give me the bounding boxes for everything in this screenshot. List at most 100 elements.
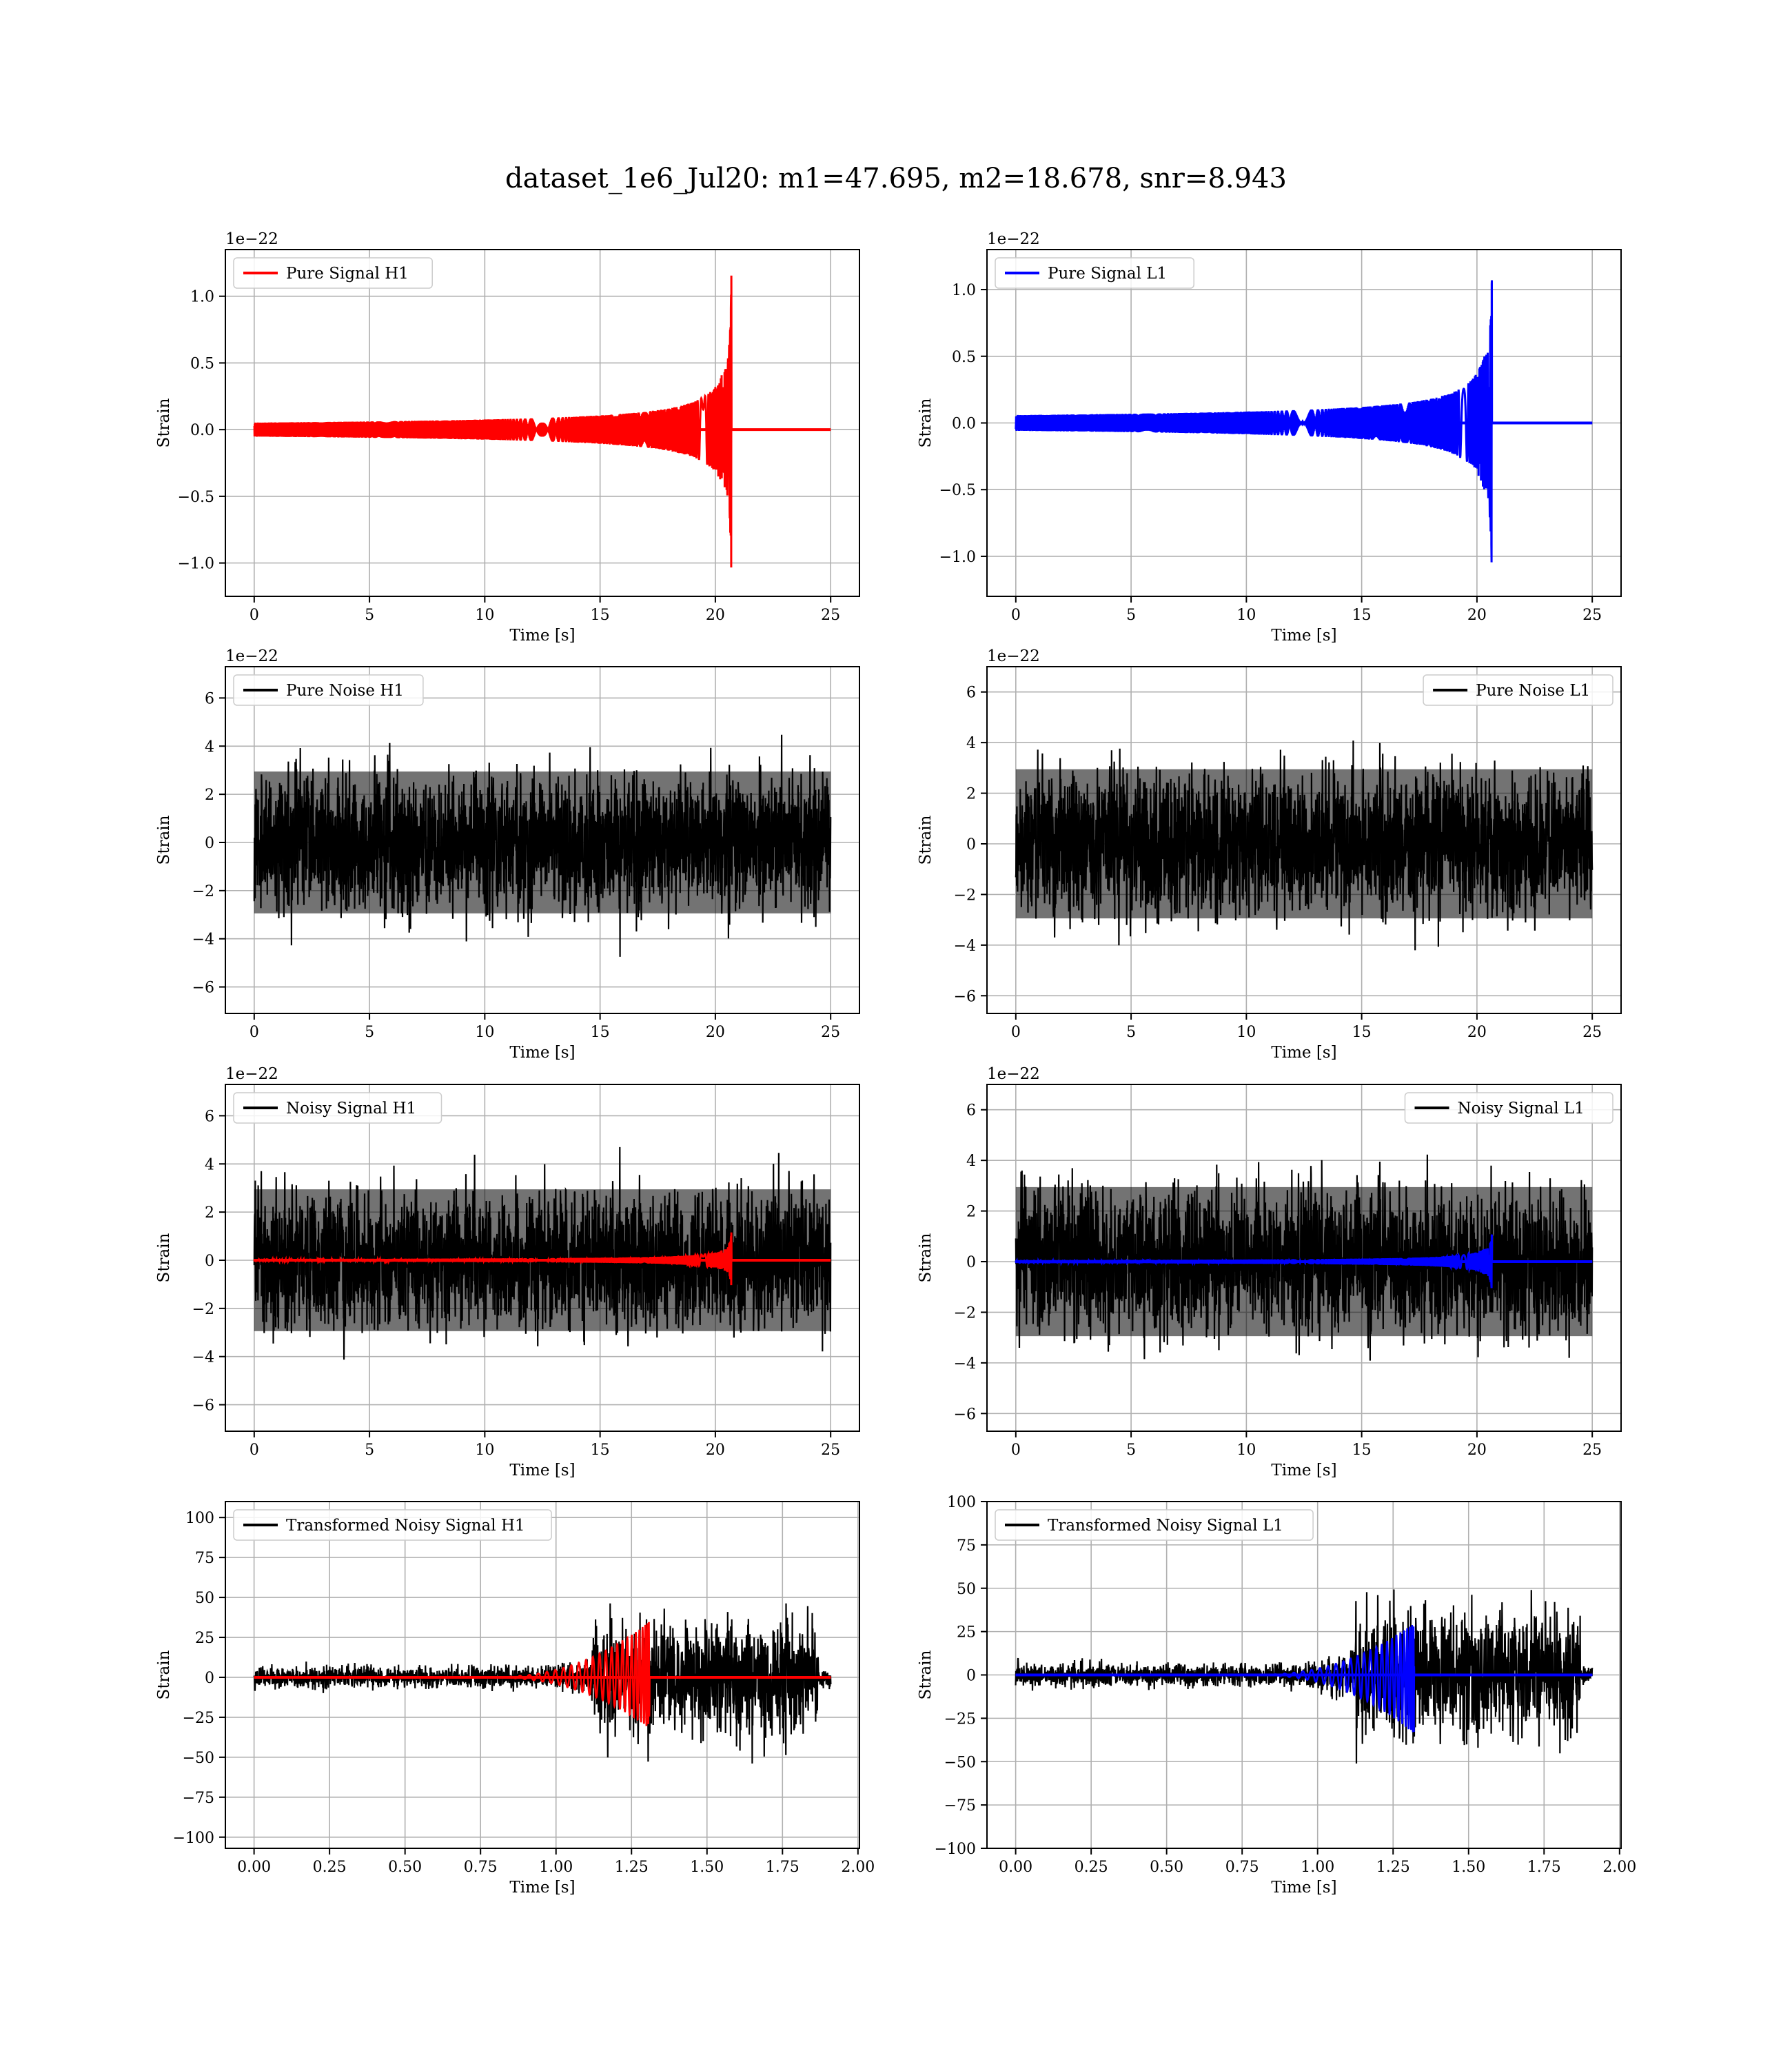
y-tick-label: −4	[192, 1349, 214, 1366]
legend-box	[1423, 674, 1613, 706]
x-tick-label: 5	[365, 1442, 374, 1459]
panel-transformed-noisy-signal-l1: 0.00 0.25 0.50 0.75 1.00 1.25 1.50 1.75 2.00 100 7…	[917, 1494, 1636, 1897]
series-line	[1015, 1589, 1594, 1764]
x-tick-label: 0.25	[1075, 1859, 1108, 1876]
y-tick-label: −100	[935, 1841, 976, 1858]
x-tick-label: 0.25	[313, 1859, 347, 1876]
x-tick-label: 2.00	[841, 1859, 875, 1876]
x-tick-label: 25	[821, 607, 840, 624]
y-axis-label: Strain	[155, 815, 173, 865]
x-tick-label: 1.25	[1376, 1859, 1410, 1876]
x-tick-label: 1.00	[1301, 1859, 1334, 1876]
x-tick-label: 20	[1467, 607, 1487, 624]
x-tick-label: 1.75	[1527, 1859, 1561, 1876]
y-tick-label: 2	[205, 787, 214, 804]
y-tick-label: −2	[192, 1301, 214, 1318]
x-tick-label: 0	[1011, 1024, 1021, 1041]
plot-area	[253, 275, 831, 568]
x-tick-label: 25	[1582, 1024, 1602, 1041]
legend-label: Pure Signal L1	[1048, 265, 1167, 283]
x-tick-label: 25	[821, 1024, 840, 1041]
y-tick-label: 6	[205, 1108, 214, 1125]
x-tick-label: 20	[706, 607, 725, 624]
x-tick-label: 0	[1011, 1442, 1021, 1459]
x-tick-label: 5	[1126, 607, 1136, 624]
x-tick-label: 1.50	[690, 1859, 724, 1876]
y-tick-label: −25	[183, 1710, 214, 1727]
y-tick-label: 0	[205, 1253, 214, 1270]
y-tick-label: −50	[183, 1750, 214, 1767]
legend-label: Pure Signal H1	[286, 265, 409, 283]
x-tick-label: 1.75	[766, 1859, 800, 1876]
y-tick-label: 50	[195, 1590, 214, 1607]
y-axis-label: Strain	[917, 1650, 935, 1699]
legend-label: Transformed Noisy Signal H1	[286, 1517, 525, 1535]
x-axis-label: Time [s]	[1271, 627, 1336, 645]
x-tick-label: 10	[475, 1024, 494, 1041]
figure-title: dataset_1e6_Jul20: m1=47.695, m2=18.678,…	[505, 163, 1287, 194]
plot-area	[253, 734, 832, 957]
x-tick-label: 5	[1126, 1442, 1136, 1459]
series-band	[1015, 769, 1593, 919]
y-tick-label: −6	[954, 988, 976, 1005]
y-tick-label: 2	[966, 786, 976, 803]
offset-text: 1e−22	[987, 230, 1040, 248]
plot-area	[253, 1603, 832, 1764]
x-axis-label: Time [s]	[509, 1462, 575, 1479]
offset-text: 1e−22	[225, 647, 278, 665]
y-tick-label: 0	[966, 1668, 976, 1685]
y-tick-label: −100	[173, 1830, 214, 1847]
x-tick-label: 0.50	[1150, 1859, 1183, 1876]
y-tick-label: −25	[944, 1710, 976, 1728]
offset-text: 1e−22	[225, 230, 278, 248]
y-tick-label: −6	[192, 980, 214, 997]
y-tick-label: 2	[205, 1204, 214, 1222]
legend-box	[1404, 1092, 1613, 1124]
y-tick-label: 0	[966, 1254, 976, 1271]
x-tick-label: 5	[365, 1024, 374, 1041]
y-tick-label: −50	[944, 1754, 976, 1771]
series-line	[1015, 280, 1593, 563]
axes-frame	[986, 1084, 1622, 1432]
y-tick-label: 0.0	[952, 416, 976, 433]
series-line	[253, 1603, 832, 1764]
y-tick-label: 25	[195, 1630, 214, 1647]
y-tick-label: −6	[192, 1397, 214, 1415]
y-tick-label: −4	[954, 938, 976, 955]
y-tick-label: 6	[966, 1102, 976, 1120]
x-tick-label: 20	[706, 1442, 725, 1459]
legend-box	[233, 674, 424, 706]
x-tick-label: 5	[365, 607, 374, 624]
x-tick-label: 20	[1467, 1024, 1487, 1041]
x-axis-label: Time [s]	[509, 1044, 575, 1062]
x-tick-label: 25	[821, 1442, 840, 1459]
x-tick-label: 1.00	[539, 1859, 573, 1876]
x-tick-label: 0.75	[464, 1859, 498, 1876]
y-tick-label: −0.5	[178, 489, 214, 506]
series-band	[254, 771, 831, 913]
x-tick-label: 10	[1236, 1442, 1256, 1459]
x-axis-label: Time [s]	[1271, 1044, 1336, 1062]
y-tick-label: −75	[183, 1790, 214, 1807]
y-tick-label: 0	[205, 1670, 214, 1687]
x-tick-label: 5	[1126, 1024, 1136, 1041]
y-tick-label: −1.0	[939, 549, 976, 566]
legend-label: Pure Noise L1	[1476, 682, 1590, 700]
axes-frame	[225, 666, 860, 1014]
offset-text: 1e−22	[987, 1065, 1040, 1083]
x-tick-label: 0.00	[999, 1859, 1032, 1876]
plot-area	[1015, 1589, 1594, 1764]
x-tick-label: 0	[1011, 607, 1021, 624]
y-tick-label: 1.0	[952, 282, 976, 299]
x-tick-label: 15	[1352, 1442, 1372, 1459]
y-tick-label: −2	[192, 883, 214, 900]
axes-frame	[225, 1501, 860, 1849]
axes-frame	[986, 666, 1622, 1014]
series-line	[1015, 1625, 1593, 1732]
plot-area	[1015, 280, 1593, 563]
legend-label: Noisy Signal L1	[1458, 1100, 1585, 1118]
x-tick-label: 0	[250, 1442, 259, 1459]
